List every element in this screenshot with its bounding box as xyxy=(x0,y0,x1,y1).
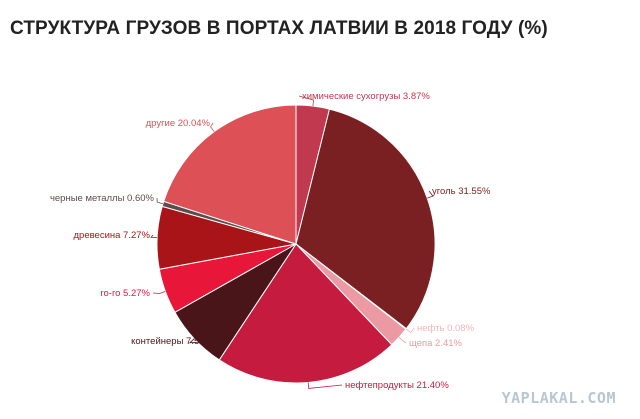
slice-label-нефтепродукты: нефтепродукты 21.40% xyxy=(345,380,449,391)
leader-line-контейнеры xyxy=(188,338,217,344)
leader-line-ro-ro xyxy=(152,291,166,294)
pie-slices xyxy=(156,104,436,384)
leader-line-другие xyxy=(210,122,215,132)
leader-line-уголь xyxy=(427,190,434,199)
slice-label-нефть: нефть 0.08% xyxy=(417,323,475,334)
watermark: YAPLAKAL.COM xyxy=(501,389,616,407)
slice-label-древесина: древесина 7.27% xyxy=(74,230,151,241)
slice-label-ro-ro: ro-ro 5.27% xyxy=(100,288,150,299)
slice-label-химические-сухогрузы: химические сухогрузы 3.87% xyxy=(302,91,430,102)
chart-title: СТРУКТУРА ГРУЗОВ В ПОРТАХ ЛАТВИИ В 2018 … xyxy=(10,18,548,39)
leader-line-нефть xyxy=(405,327,415,334)
pie-slice-уголь xyxy=(295,108,436,330)
slice-label-щепа: щепа 2.41% xyxy=(409,338,463,349)
leader-line-щепа xyxy=(398,336,407,344)
slice-label-черные-металлы: черные металлы 0.60% xyxy=(50,193,155,204)
slice-label-другие: другие 20.04% xyxy=(146,118,211,129)
pie-slice-нефтепродукты xyxy=(218,243,393,384)
leader-line-древесина xyxy=(150,234,158,238)
label-leader-lines xyxy=(150,95,434,389)
leader-line-химические-сухогрузы xyxy=(298,95,315,107)
leader-line-нефтепродукты xyxy=(307,382,343,389)
pie-slice-другие xyxy=(163,104,297,245)
slice-label-уголь: уголь 31.55% xyxy=(432,186,491,197)
slice-labels: химические сухогрузы 3.87% уголь 31.55% не… xyxy=(50,91,491,391)
leader-line-черные-металлы xyxy=(156,197,164,205)
slice-label-контейнеры: контейнеры 7.52% xyxy=(131,336,213,347)
